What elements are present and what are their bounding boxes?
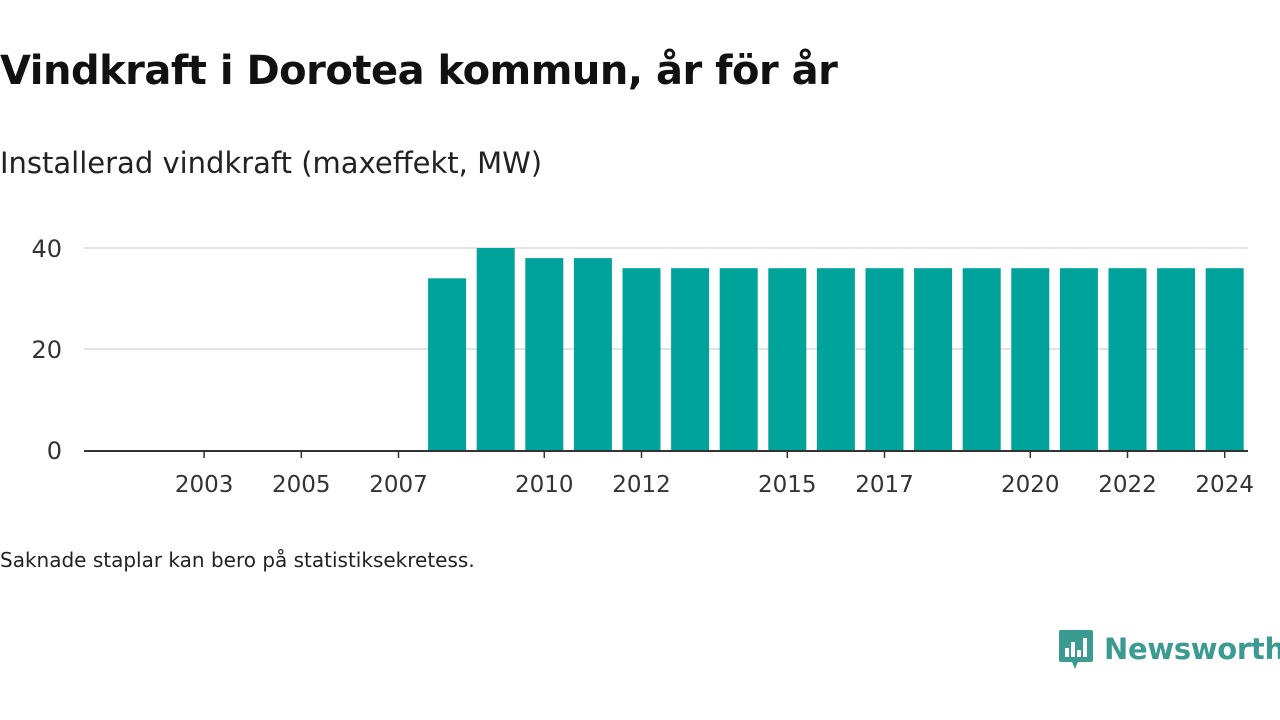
x-tick-label: 2010 xyxy=(515,472,574,498)
x-tick-label: 2020 xyxy=(1001,472,1060,498)
tick-labels: 0 20 40 2003 2005 2007 2010 2012 2015 2017 2020 202… xyxy=(31,235,1254,498)
bar xyxy=(1108,268,1147,450)
x-tick-label: 2007 xyxy=(369,472,428,498)
bar xyxy=(622,268,661,450)
axes xyxy=(84,450,1248,458)
bar xyxy=(573,258,612,450)
y-tick-label: 0 xyxy=(47,437,62,465)
bar xyxy=(719,268,758,450)
chart-title: Vindkraft i Dorotea kommun, år för år xyxy=(0,48,838,94)
bars xyxy=(428,248,1244,450)
brand-name: Newsworthy xyxy=(1104,632,1280,666)
footnote: Saknade staplar kan bero på statistiksek… xyxy=(0,548,475,572)
x-tick-label: 2005 xyxy=(272,472,331,498)
bar xyxy=(476,248,515,450)
x-tick-label: 2024 xyxy=(1195,472,1254,498)
x-tick-label: 2003 xyxy=(175,472,234,498)
y-tick-label: 20 xyxy=(31,336,62,364)
y-tick-label: 40 xyxy=(31,235,62,263)
bar xyxy=(1205,268,1244,450)
bar xyxy=(1011,268,1050,450)
bar xyxy=(914,268,953,450)
bar xyxy=(428,278,467,450)
x-tick-label: 2012 xyxy=(612,472,671,498)
bar xyxy=(962,268,1001,450)
bar xyxy=(816,268,855,450)
bar xyxy=(768,268,807,450)
bar xyxy=(1157,268,1196,450)
x-tick-label: 2022 xyxy=(1098,472,1157,498)
bar xyxy=(525,258,564,450)
newsworthy-logo-icon xyxy=(1059,630,1093,669)
bar xyxy=(671,268,710,450)
grid-lines xyxy=(84,247,1248,350)
bar xyxy=(1059,268,1098,450)
bar-chart: 0 20 40 2003 2005 2007 2010 2012 2015 2017 2020 202… xyxy=(31,235,1254,498)
x-tick-label: 2017 xyxy=(855,472,914,498)
x-tick-label: 2015 xyxy=(758,472,817,498)
bar xyxy=(865,268,904,450)
chart-subtitle: Installerad vindkraft (maxeffekt, MW) xyxy=(0,146,543,180)
brand-logo: Newsworthy xyxy=(1058,628,1280,670)
